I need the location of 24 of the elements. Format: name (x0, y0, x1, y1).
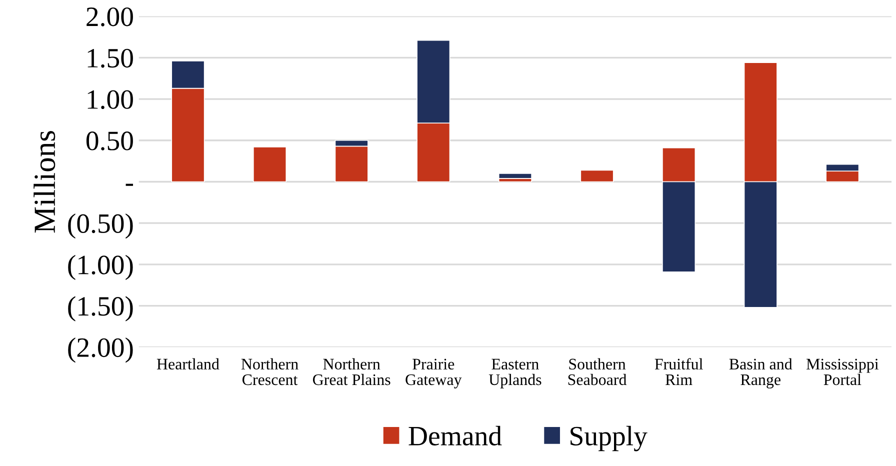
x-tick-label: Basin and Range (729, 358, 792, 388)
x-tick-label: Mississippi Portal (806, 358, 879, 386)
y-tick-label: 1.50 (88, 48, 133, 68)
x-tick-label: Southern Seaboard (568, 358, 627, 386)
x-tick-label: Heartland (156, 358, 220, 370)
x-tick-label: Eastern Uplands (488, 358, 542, 388)
y-tick-label: (1.00) (68, 254, 133, 280)
x-tick-label: Northern Crescent (241, 358, 298, 386)
x-tick-label: Prairie Gateway (406, 358, 462, 388)
y-tick-label: (2.00) (68, 338, 133, 363)
y-tick-label: 2.00 (86, 7, 133, 26)
y-tick-label: (1.50) (68, 296, 133, 322)
y-tick-label: 1.00 (88, 90, 133, 110)
x-tick-label: Fruitful Rim (654, 358, 703, 385)
y-axis-title: Millions (34, 131, 56, 233)
bar (498, 173, 532, 179)
bar (580, 170, 614, 182)
legend-label: Demand (408, 426, 502, 446)
y-tick-label: - (126, 184, 134, 186)
legend-label: Supply (570, 426, 648, 452)
bar (252, 146, 287, 182)
x-tick-label: Northern Great Plains (312, 358, 390, 386)
y-tick-label: (0.50) (68, 213, 133, 239)
y-tick-label: 0.50 (86, 132, 133, 150)
